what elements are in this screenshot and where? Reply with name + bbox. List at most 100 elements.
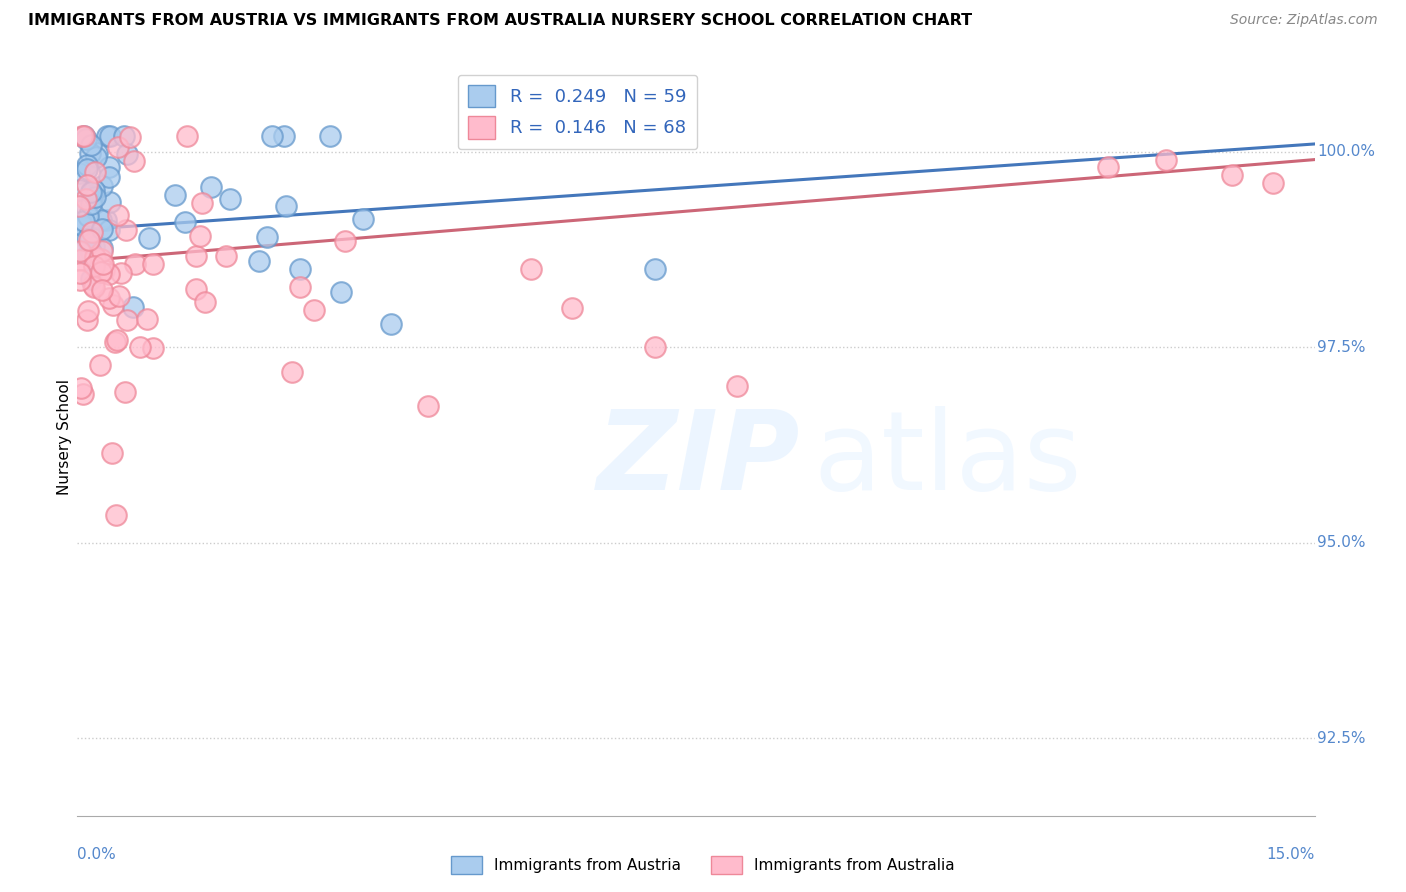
Point xyxy=(1220,168,1243,182)
Point xyxy=(67,199,90,213)
Point xyxy=(67,166,90,180)
Legend: Immigrants from Austria, Immigrants from Australia: Immigrants from Austria, Immigrants from… xyxy=(446,850,960,880)
Point xyxy=(520,262,543,277)
Point xyxy=(69,244,91,259)
Point xyxy=(335,234,357,248)
Point xyxy=(91,257,114,271)
Point xyxy=(288,280,311,294)
Point xyxy=(108,289,131,303)
Point xyxy=(262,129,284,144)
Point xyxy=(188,228,211,243)
Point xyxy=(80,226,103,240)
Point xyxy=(90,252,112,266)
Point xyxy=(80,272,103,286)
Point xyxy=(97,291,120,305)
Point xyxy=(80,184,103,198)
Point xyxy=(90,244,112,259)
Point xyxy=(76,161,98,176)
Point xyxy=(83,183,105,197)
Point xyxy=(115,223,138,237)
Point xyxy=(76,232,98,246)
Point xyxy=(83,239,105,253)
Text: 97.5%: 97.5% xyxy=(1317,340,1365,355)
Point xyxy=(90,222,112,236)
Text: 95.0%: 95.0% xyxy=(1317,535,1365,550)
Point xyxy=(138,231,160,245)
Point xyxy=(142,257,165,271)
Point xyxy=(77,304,100,318)
Point xyxy=(82,278,104,293)
Point xyxy=(91,283,114,297)
Point xyxy=(100,129,122,144)
Point xyxy=(121,300,143,314)
Point xyxy=(93,262,115,277)
Point xyxy=(100,446,122,460)
Text: ZIP: ZIP xyxy=(598,407,800,513)
Point xyxy=(276,199,298,213)
Point xyxy=(129,340,152,354)
Text: 15.0%: 15.0% xyxy=(1267,847,1315,862)
Text: IMMIGRANTS FROM AUSTRIA VS IMMIGRANTS FROM AUSTRALIA NURSERY SCHOOL CORRELATION : IMMIGRANTS FROM AUSTRIA VS IMMIGRANTS FR… xyxy=(28,13,972,29)
Point xyxy=(89,358,111,372)
Point xyxy=(90,212,112,227)
Point xyxy=(120,130,142,145)
Point xyxy=(84,255,107,269)
Point xyxy=(84,164,107,178)
Point xyxy=(561,301,583,315)
Point xyxy=(380,317,402,331)
Point xyxy=(644,262,666,277)
Point xyxy=(76,312,98,326)
Legend: R =  0.249   N = 59, R =  0.146   N = 68: R = 0.249 N = 59, R = 0.146 N = 68 xyxy=(457,75,697,149)
Point xyxy=(644,340,666,354)
Point xyxy=(73,129,96,144)
Point xyxy=(165,187,187,202)
Point xyxy=(76,178,98,192)
Point xyxy=(184,282,207,296)
Point xyxy=(97,267,120,281)
Point xyxy=(96,129,118,144)
Point xyxy=(70,218,93,232)
Point xyxy=(69,253,91,268)
Point xyxy=(1154,153,1177,167)
Point xyxy=(249,254,271,268)
Point xyxy=(76,247,98,261)
Point xyxy=(114,385,136,400)
Point xyxy=(115,313,138,327)
Text: atlas: atlas xyxy=(814,407,1083,513)
Point xyxy=(725,379,748,393)
Point xyxy=(69,266,91,280)
Point xyxy=(79,234,101,248)
Point xyxy=(115,146,138,161)
Point xyxy=(75,132,97,146)
Point xyxy=(98,170,121,185)
Point xyxy=(173,215,195,229)
Point xyxy=(86,146,108,161)
Point xyxy=(1263,176,1285,190)
Point xyxy=(76,159,98,173)
Point xyxy=(105,508,128,523)
Point xyxy=(191,195,214,210)
Point xyxy=(122,154,145,169)
Point xyxy=(1097,161,1119,175)
Point xyxy=(80,137,103,152)
Y-axis label: Nursery School: Nursery School xyxy=(56,379,72,495)
Point xyxy=(69,381,91,395)
Point xyxy=(94,212,117,227)
Point xyxy=(75,200,97,214)
Point xyxy=(83,190,105,204)
Point xyxy=(319,129,342,144)
Point xyxy=(77,233,100,247)
Point xyxy=(98,195,121,210)
Point xyxy=(124,257,146,271)
Point xyxy=(176,129,198,144)
Point xyxy=(97,160,120,174)
Point xyxy=(112,129,135,144)
Point xyxy=(104,335,127,350)
Point xyxy=(200,180,222,194)
Point xyxy=(83,250,105,264)
Point xyxy=(256,229,278,244)
Point xyxy=(215,249,238,263)
Point xyxy=(73,129,96,144)
Point xyxy=(98,222,121,236)
Point xyxy=(75,192,97,206)
